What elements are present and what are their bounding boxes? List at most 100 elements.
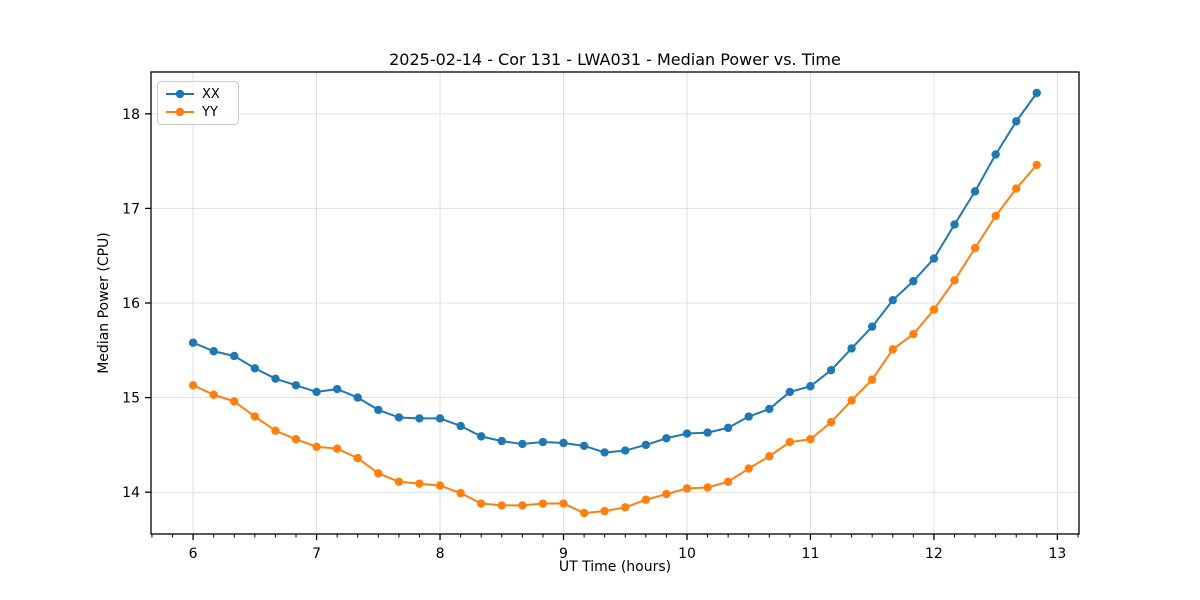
series-yy-marker xyxy=(230,397,239,406)
series-yy-marker xyxy=(1032,160,1041,170)
series-yy-marker xyxy=(929,305,939,314)
series-yy-marker xyxy=(621,503,630,512)
series-xx-marker xyxy=(888,295,898,305)
series-xx-marker xyxy=(209,347,218,356)
series-yy-marker xyxy=(209,390,218,399)
series-xx-marker xyxy=(703,428,712,437)
series-xx-marker xyxy=(1032,88,1041,98)
series-yy-marker xyxy=(888,345,898,354)
series-yy-marker xyxy=(579,508,589,518)
series-xx-marker xyxy=(847,344,856,353)
series-xx-marker xyxy=(476,432,486,441)
y-tick-label: 18 xyxy=(122,107,140,123)
series-yy-marker xyxy=(538,499,548,508)
series-yy-marker xyxy=(476,499,486,508)
series-xx-marker xyxy=(394,413,404,422)
series-xx-marker xyxy=(765,404,774,414)
x-tick-label: 12 xyxy=(925,546,943,562)
series-xx-marker xyxy=(291,381,301,390)
series-xx-marker xyxy=(374,405,383,415)
series-yy-marker xyxy=(970,243,980,253)
series-xx-marker xyxy=(682,429,692,438)
series-xx-marker xyxy=(518,439,527,449)
series-yy-marker xyxy=(991,211,1000,221)
series-xx-marker xyxy=(991,150,1000,159)
series-xx-marker xyxy=(641,440,651,450)
series-xx-marker xyxy=(970,187,980,196)
x-axis-label: UT Time (hours) xyxy=(558,559,672,575)
series-xx-marker xyxy=(332,384,342,394)
series-yy-marker xyxy=(456,488,465,498)
series-yy-marker xyxy=(785,437,795,447)
series-xx-marker xyxy=(744,412,753,421)
series-yy-marker xyxy=(765,452,774,461)
chart-title: 2025-02-14 - Cor 131 - LWA031 - Median P… xyxy=(389,50,841,69)
series-yy-marker xyxy=(188,381,198,390)
legend-item-xx: XX xyxy=(165,88,231,101)
legend-item-yy: YY xyxy=(165,106,231,119)
series-xx-marker xyxy=(909,277,918,286)
x-tick-label: 8 xyxy=(436,546,445,562)
series-yy-marker xyxy=(867,375,877,384)
series-yy-marker xyxy=(723,477,733,486)
series-yy-marker xyxy=(1012,184,1021,193)
series-yy-marker xyxy=(271,426,280,435)
legend-label-yy: YY xyxy=(202,104,218,120)
series-xx-marker xyxy=(188,338,198,347)
series-yy-marker xyxy=(682,484,692,493)
series-yy-marker xyxy=(703,483,712,492)
series-yy-marker xyxy=(291,435,301,444)
series-yy-marker xyxy=(909,330,918,339)
x-tick-label: 13 xyxy=(1048,546,1066,562)
y-tick-label: 14 xyxy=(122,485,140,501)
series-yy-marker xyxy=(806,435,815,444)
series-yy-marker xyxy=(332,444,342,453)
series-xx-marker xyxy=(230,351,239,361)
series-xx-marker xyxy=(621,446,630,455)
series-xx-marker xyxy=(579,441,589,451)
y-tick-label: 16 xyxy=(122,296,140,312)
series-yy-marker xyxy=(435,481,445,490)
series-xx-marker xyxy=(950,220,959,229)
series-xx-marker xyxy=(538,437,548,447)
x-tick-label: 7 xyxy=(312,546,321,562)
series-yy-marker xyxy=(826,417,836,427)
series-xx-marker xyxy=(723,423,733,433)
series-xx-marker xyxy=(600,448,609,457)
y-tick-label: 17 xyxy=(122,201,140,217)
x-tick-label: 9 xyxy=(559,546,568,562)
legend-swatch-xx-icon xyxy=(166,89,194,99)
x-tick-label: 11 xyxy=(802,546,820,562)
series-yy-marker xyxy=(374,469,383,478)
y-tick-label: 15 xyxy=(122,391,140,407)
series-yy-marker xyxy=(662,489,671,499)
series-xx-marker xyxy=(497,436,506,446)
legend-swatch-yy-icon xyxy=(166,107,194,117)
series-xx-marker xyxy=(312,387,321,397)
series-yy-marker xyxy=(600,506,609,516)
series-yy-marker xyxy=(847,396,856,405)
series-xx-marker xyxy=(435,414,445,423)
series-xx-marker xyxy=(662,434,671,443)
series-xx-marker xyxy=(929,254,939,263)
series-yy-marker xyxy=(950,276,959,285)
series-xx-marker xyxy=(271,374,280,383)
series-xx-marker xyxy=(353,393,362,402)
series-yy-marker xyxy=(559,499,568,508)
series-xx-marker xyxy=(1012,117,1021,126)
series-yy-marker xyxy=(394,477,404,486)
series-xx-marker xyxy=(785,387,795,397)
series-xx-marker xyxy=(559,438,568,448)
series-xx-marker xyxy=(806,382,815,391)
series-xx-line xyxy=(192,92,1038,454)
series-yy-marker xyxy=(250,412,260,421)
series-xx-marker xyxy=(867,322,877,331)
series-yy-marker xyxy=(497,501,506,510)
x-tick-label: 10 xyxy=(678,546,696,562)
x-tick-label: 6 xyxy=(189,546,198,562)
series-xx-marker xyxy=(456,421,465,431)
series-xx-marker xyxy=(415,414,424,423)
series-yy-marker xyxy=(312,442,321,451)
